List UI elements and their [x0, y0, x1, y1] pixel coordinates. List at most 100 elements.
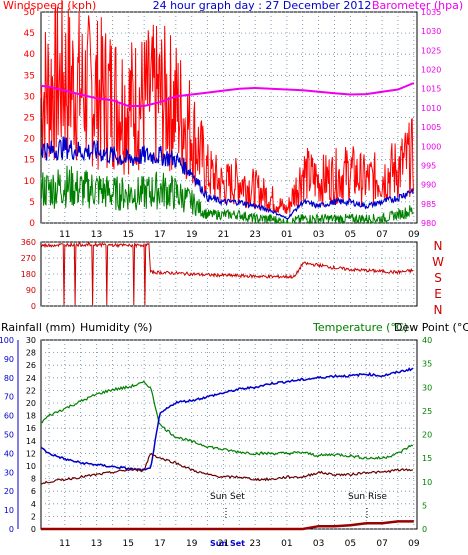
- x-tick-label: 13: [91, 539, 102, 549]
- temp-y-tick-label: 30: [422, 383, 432, 392]
- temp-y-tick-label: 10: [422, 478, 432, 487]
- x-tick-label: 01: [281, 539, 292, 549]
- humidity-line: [40, 367, 414, 473]
- humidity-y-tick-label: 14: [26, 437, 36, 446]
- baro-y-tick-label: 995: [421, 161, 436, 170]
- temp-y-tick-label: 35: [422, 360, 432, 369]
- x-tick-label: 17: [154, 539, 165, 549]
- baro-y-tick-label: 980: [421, 219, 436, 228]
- rain-y-tick-label: 100: [0, 336, 14, 345]
- x-tick-label: 13: [91, 230, 102, 240]
- rain-y-tick-label: 30: [4, 468, 14, 477]
- dewpoint-axis-title: Dew Point (°C): [394, 321, 468, 334]
- temperature-line: [40, 380, 414, 460]
- direction-letter: S: [434, 271, 442, 285]
- wind-y-tick-label: 45: [24, 29, 35, 39]
- wind-y-tick-label: 20: [24, 135, 36, 145]
- barometer-line: [40, 82, 415, 107]
- humidity-y-tick-label: 6: [31, 487, 36, 496]
- humidity-y-tick-label: 28: [26, 349, 36, 358]
- x-tick-label: 03: [313, 539, 324, 549]
- dir-y-tick-label: 180: [21, 270, 36, 279]
- rain-y-tick-label: 50: [4, 431, 14, 440]
- rain-y-tick-label: 60: [4, 412, 14, 421]
- wind-y-tick-label: 30: [24, 92, 36, 102]
- rain-y-tick-label: 90: [4, 355, 14, 364]
- temp-y-tick-label: 15: [422, 454, 432, 463]
- humidity-axis-title: Humidity (%): [80, 321, 152, 334]
- rain-y-tick-label: 40: [4, 449, 14, 458]
- x-tick-label: 07: [376, 539, 387, 549]
- humidity-y-tick-label: 12: [26, 449, 36, 458]
- x-tick-label: 23: [249, 539, 260, 549]
- x-tick-label: 11: [59, 230, 70, 240]
- humidity-y-tick-label: 8: [31, 475, 36, 484]
- dir-y-tick-label: 270: [21, 254, 36, 263]
- sunrise-label: Sun Rise: [348, 492, 387, 502]
- temperature-axis-title: Temperature (°C): [312, 321, 408, 334]
- temp-y-tick-label: 20: [422, 431, 432, 440]
- humidity-y-tick-label: 4: [31, 500, 36, 509]
- temp-y-tick-label: 25: [422, 407, 432, 416]
- baro-axis-title: Barometer (hpa): [372, 0, 463, 12]
- temp-y-tick-label: 5: [422, 501, 427, 510]
- marks-layer: [40, 0, 415, 531]
- rain-y-tick-label: 70: [4, 393, 14, 402]
- x-tick-label: 21: [218, 539, 229, 549]
- baro-y-tick-label: 1005: [421, 123, 441, 132]
- x-tick-label: 05: [345, 230, 356, 240]
- wind-y-tick-label: 15: [24, 156, 35, 166]
- wind-y-tick-label: 50: [24, 8, 36, 18]
- x-tick-label: 09: [408, 230, 420, 240]
- x-tick-label: 09: [408, 539, 420, 549]
- x-tick-label: 19: [186, 230, 198, 240]
- humidity-y-tick-label: 2: [31, 512, 36, 521]
- wind-axis-title: Windspeed (kph): [3, 0, 96, 12]
- humidity-y-tick-label: 10: [26, 462, 36, 471]
- wind-low-line: [40, 165, 414, 225]
- baro-y-tick-label: 1030: [421, 27, 441, 36]
- humidity-y-tick-label: 22: [26, 386, 36, 395]
- wind-y-tick-label: 0: [29, 219, 35, 229]
- direction-letter: N: [434, 303, 443, 317]
- wind-direction-line: [40, 241, 414, 306]
- wind-y-tick-label: 35: [24, 71, 35, 81]
- sun-axis-label: Sun Set: [210, 539, 245, 548]
- x-tick-label: 01: [281, 230, 292, 240]
- x-tick-label: 11: [59, 539, 70, 549]
- humidity-y-tick-label: 24: [26, 374, 36, 383]
- direction-letter: N: [434, 239, 443, 253]
- rain-y-tick-label: 20: [4, 487, 14, 496]
- rain-y-tick-label: 80: [4, 374, 14, 383]
- x-tick-label: 21: [218, 230, 229, 240]
- humidity-y-tick-label: 20: [26, 399, 36, 408]
- dir-y-tick-label: 0: [31, 302, 36, 311]
- wind-y-tick-label: 25: [24, 114, 35, 124]
- graph-title: 24 hour graph day : 27 December 2012: [153, 0, 372, 12]
- dir-y-tick-label: 360: [21, 238, 36, 247]
- humidity-y-tick-label: 0: [31, 525, 36, 534]
- baro-y-tick-label: 1020: [421, 66, 441, 75]
- temp-y-tick-label: 0: [422, 525, 427, 534]
- rain-line: [41, 520, 414, 531]
- baro-y-tick-label: 990: [421, 181, 436, 190]
- wind-y-tick-label: 5: [29, 198, 35, 208]
- baro-y-tick-label: 1010: [421, 104, 441, 113]
- baro-y-tick-label: 1025: [421, 46, 441, 55]
- temp-y-tick-label: 40: [422, 336, 432, 345]
- direction-letter: W: [432, 255, 444, 269]
- wind-gust-line: [40, 0, 414, 214]
- humidity-y-tick-label: 26: [26, 361, 36, 370]
- humidity-y-tick-label: 30: [26, 336, 36, 345]
- baro-y-tick-label: 1015: [421, 85, 441, 94]
- wind-y-tick-label: 40: [24, 50, 36, 60]
- direction-letter: E: [434, 287, 442, 301]
- x-tick-label: 15: [123, 230, 134, 240]
- humidity-y-tick-label: 18: [26, 412, 36, 421]
- x-tick-label: 07: [376, 230, 387, 240]
- rain-axis-title: Rainfall (mm): [1, 321, 75, 334]
- rain-y-tick-label: 0: [9, 525, 14, 534]
